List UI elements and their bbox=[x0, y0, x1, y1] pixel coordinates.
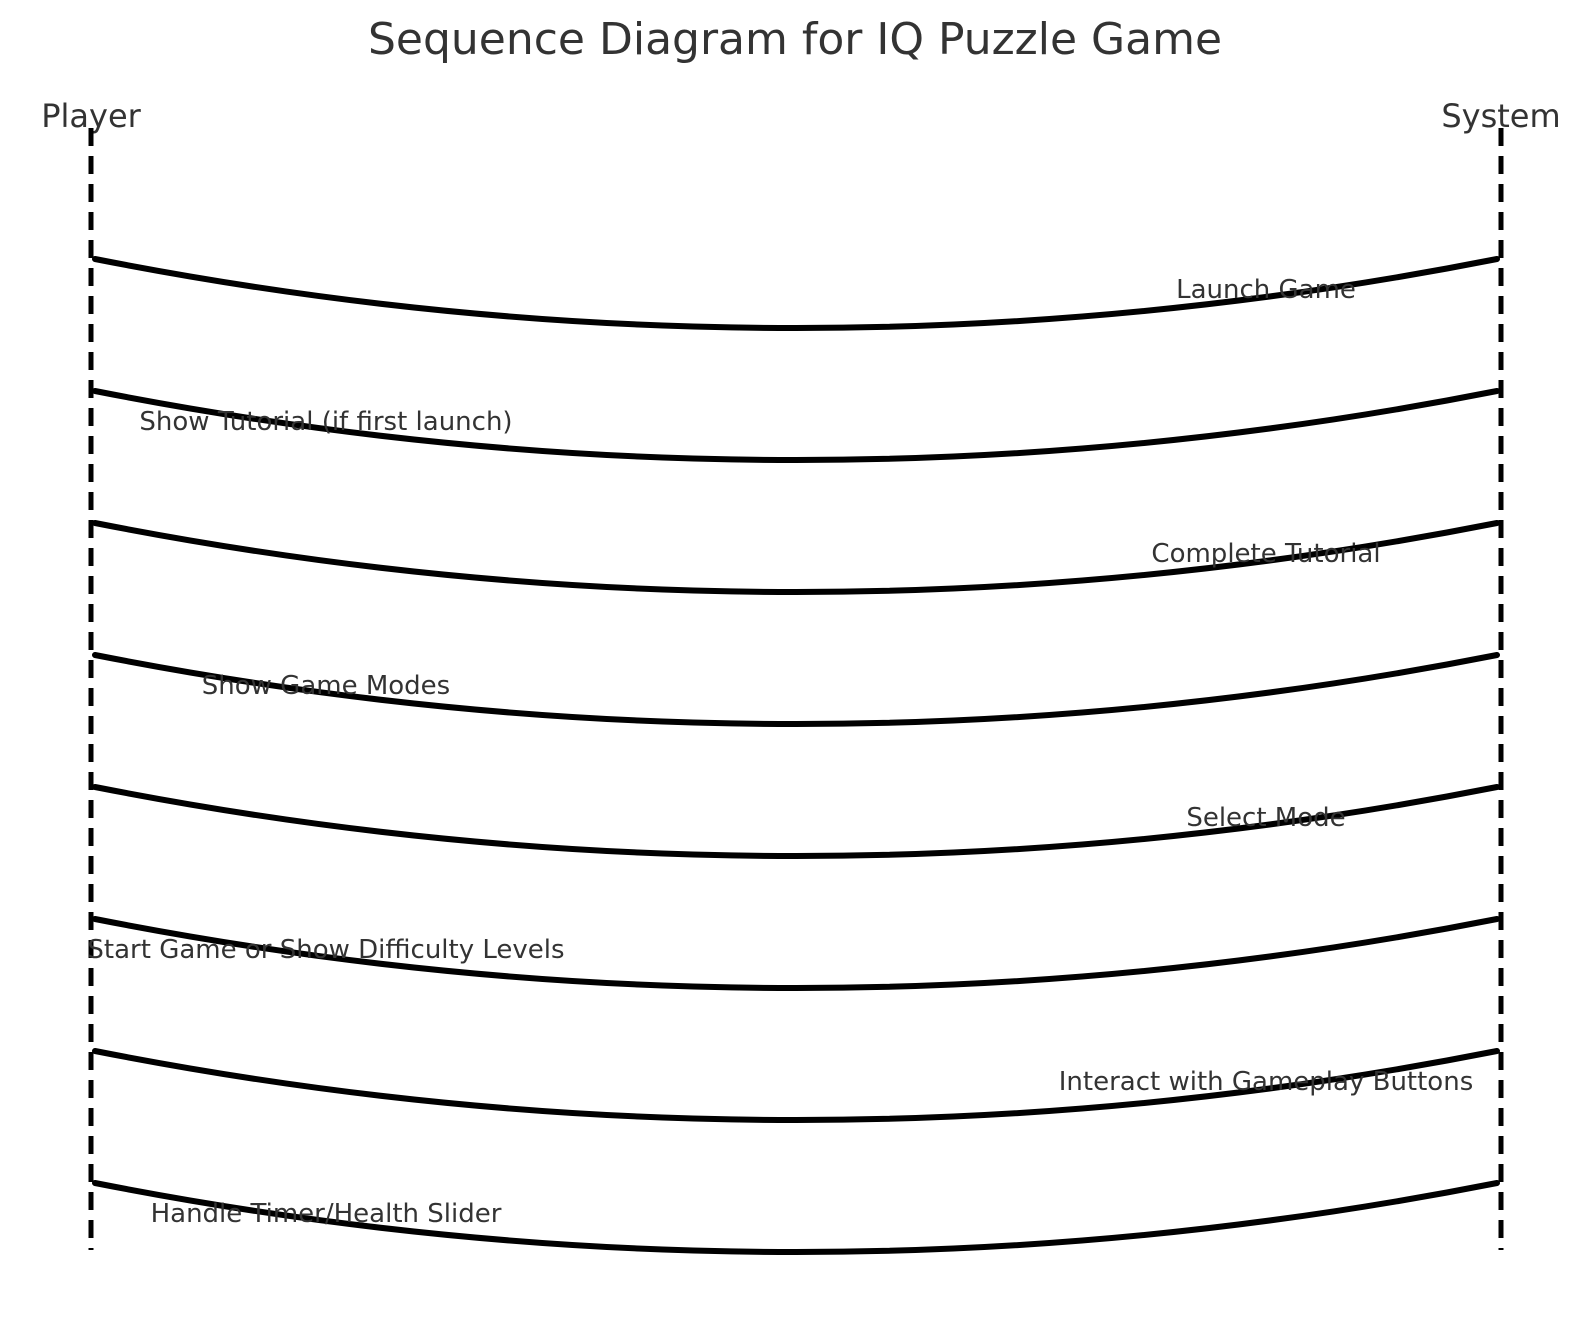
message-label-6: Start Game or Show Difficulty Levels bbox=[87, 935, 564, 965]
messages-group: Launch Game Show Tutorial (if first launc… bbox=[87, 256, 1500, 1255]
message-curve-1 bbox=[92, 256, 1500, 331]
message-curve-3 bbox=[92, 520, 1500, 595]
message-label-3: Complete Tutorial bbox=[1151, 539, 1380, 569]
message-curve-4 bbox=[92, 652, 1500, 727]
message-curve-8 bbox=[92, 1180, 1500, 1255]
message-label-8: Handle Timer/Health Slider bbox=[151, 1199, 502, 1229]
diagram-title: Sequence Diagram for IQ Puzzle Game bbox=[368, 14, 1222, 65]
message-label-1: Launch Game bbox=[1176, 275, 1356, 305]
message-label-4: Show Game Modes bbox=[202, 671, 450, 701]
message-curve-7 bbox=[92, 1048, 1500, 1123]
message-label-5: Select Mode bbox=[1186, 803, 1345, 833]
message-curve-2 bbox=[92, 388, 1500, 463]
message-curve-5 bbox=[92, 784, 1500, 859]
message-label-2: Show Tutorial (if first launch) bbox=[139, 407, 512, 437]
message-curve-6 bbox=[92, 916, 1500, 991]
message-label-7: Interact with Gameplay Buttons bbox=[1059, 1067, 1474, 1097]
